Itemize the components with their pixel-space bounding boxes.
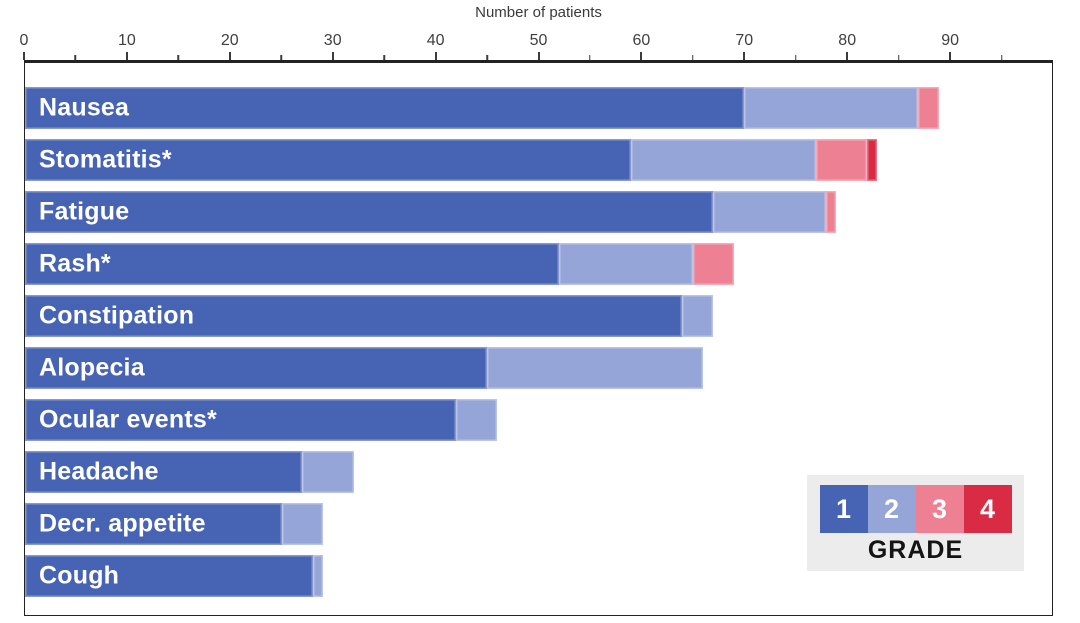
bar-segment-grade-1 [25,503,282,545]
bar-segment-grade-1 [25,243,560,285]
x-axis-title: Number of patients [475,4,602,21]
bar-segment-grade-4 [867,139,878,181]
bar-segment-grade-3 [918,87,939,129]
x-tick-label: 80 [838,32,857,49]
x-tick-minor [795,55,797,60]
bar-label: Decr. appetite [39,509,206,538]
x-tick-label: 10 [117,32,136,49]
x-tick-major [125,52,128,60]
bar-row: Cough [25,555,1052,597]
x-tick-minor [897,55,900,60]
bar-segment-grade-3 [692,243,734,285]
bar-label: Nausea [39,93,130,122]
bar-segment-grade-2 [630,139,816,181]
x-tick-major [846,52,849,60]
bar-row: Fatigue [25,191,1052,233]
x-tick-minor [383,55,385,60]
bar-row: Constipation [25,295,1052,337]
bar-row: Alopecia [25,347,1052,389]
legend-swatch-grade-1: 1 [819,485,868,533]
x-tick-label: 40 [426,32,445,49]
x-tick-major [434,52,437,60]
x-tick-label: 0 [19,32,29,49]
bar-segment-grade-1 [25,139,631,181]
bar-segment-grade-2 [302,451,354,493]
x-tick-label: 30 [323,32,342,49]
bar-row: Nausea [25,87,1052,129]
bar-label: Fatigue [39,197,130,226]
x-tick-label: 60 [632,32,651,49]
bar-row: Stomatitis* [25,139,1052,181]
legend-title: GRADE [867,536,964,564]
x-tick-label: 20 [220,32,239,49]
x-tick-minor [486,55,488,60]
bar-label: Rash* [39,249,111,278]
bar-label: Ocular events* [39,405,217,434]
bar-label: Constipation [39,301,195,330]
bar-segment-grade-3 [826,191,837,233]
x-tick-major [949,52,952,60]
bar-segment-grade-2 [456,399,498,441]
x-tick-minor [280,55,282,60]
bar-row: Decr. appetite [25,503,1052,545]
plot-area: Nausea Stomatitis* Fatigue Rash* Constipatio… [24,60,1053,616]
x-tick-label: 90 [941,32,959,49]
x-axis: 0 10 20 30 40 50 60 70 80 90 [20,0,1053,60]
bar-segment-grade-2 [312,555,323,597]
bar-segment-grade-2 [743,87,919,129]
x-tick-label: 70 [735,32,754,49]
x-tick-major [228,52,231,60]
bar-segment-grade-1 [25,295,683,337]
bar-row: Headache [25,451,1052,493]
bar-segment-grade-1 [25,399,457,441]
bar-segment-grade-1 [25,555,313,597]
x-tick-major [23,52,25,60]
x-tick-minor [1000,55,1003,60]
bar-segment-grade-1 [25,191,714,233]
bar-label: Headache [39,457,159,486]
bar-segment-grade-2 [713,191,827,233]
x-tick-label: 50 [529,32,548,49]
bar-label: Alopecia [39,353,145,382]
bar-row: Ocular events* [25,399,1052,441]
x-tick-major [640,52,643,60]
x-tick-major [743,52,746,60]
bar-row: Rash* [25,243,1052,285]
x-tick-minor [177,55,180,60]
bar-segment-grade-1 [25,87,744,129]
bar-segment-grade-2 [281,503,323,545]
legend-swatch-grade-4: 4 [963,485,1012,533]
x-tick-minor [589,55,591,60]
x-tick-minor [74,55,77,60]
bar-segment-grade-2 [487,347,703,389]
legend-swatch-grade-2: 2 [867,485,916,533]
legend-swatch-grade-3: 3 [915,485,964,533]
bar-segment-grade-1 [25,347,488,389]
x-tick-major [537,52,540,60]
bar-segment-grade-2 [559,243,693,285]
bar-segment-grade-3 [815,139,868,181]
x-tick-major [331,52,334,60]
x-tick-minor [692,55,694,60]
bar-label: Stomatitis* [39,145,172,174]
bar-segment-grade-1 [25,451,303,493]
bar-label: Cough [39,561,120,590]
bar-segment-grade-2 [682,295,714,337]
